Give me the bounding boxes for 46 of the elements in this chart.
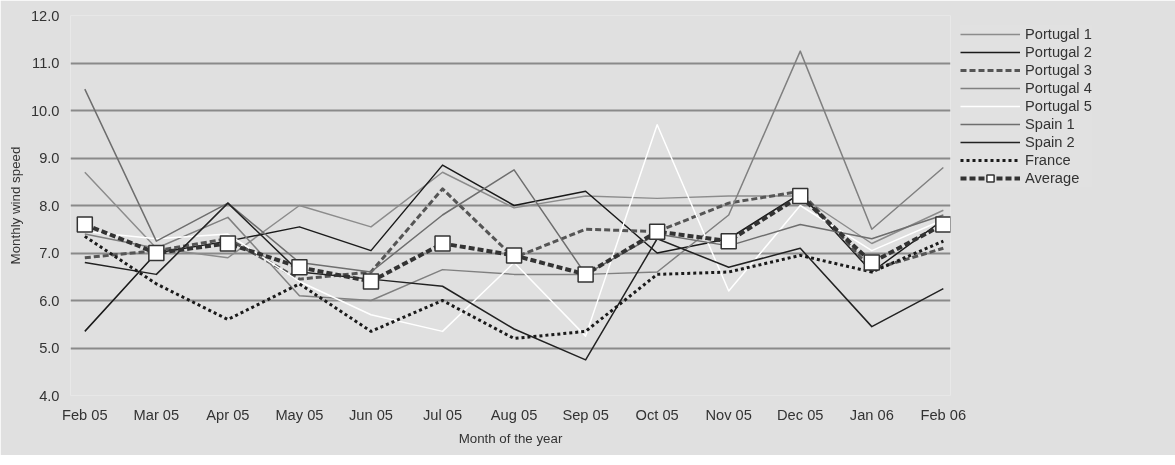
x-tick-label: Jul 05 bbox=[422, 406, 463, 423]
point bbox=[577, 266, 594, 283]
y-tick-label: 8.0 bbox=[39, 197, 60, 214]
y-tick-label: 11.0 bbox=[32, 55, 60, 71]
legend-label: Average bbox=[1025, 169, 1080, 187]
legend-label: France bbox=[1025, 151, 1071, 169]
y-tick-label: 12.0 bbox=[30, 7, 60, 24]
y-axis-title: Monthly wind speed bbox=[7, 146, 23, 265]
x-tick-label: Oct 05 bbox=[635, 406, 679, 423]
point bbox=[148, 244, 165, 262]
x-tick-label: Dec 05 bbox=[777, 406, 824, 423]
point bbox=[648, 223, 666, 240]
legend-label: Portugal 5 bbox=[1025, 97, 1092, 115]
y-tick-label: 4.0 bbox=[39, 387, 60, 404]
x-tick-label: Mar 05 bbox=[133, 406, 180, 423]
point bbox=[505, 247, 523, 264]
point bbox=[863, 254, 881, 271]
point bbox=[291, 259, 308, 276]
point bbox=[362, 273, 380, 290]
legend-label: Spain 1 bbox=[1025, 115, 1075, 133]
x-tick-label: Jan 06 bbox=[849, 406, 894, 423]
y-tick-label: 7.0 bbox=[39, 245, 60, 261]
x-tick-label: Nov 05 bbox=[705, 406, 752, 423]
point bbox=[219, 235, 237, 252]
y-tick-label: 6.0 bbox=[39, 292, 60, 309]
point bbox=[935, 216, 951, 233]
x-tick-label: Sep 05 bbox=[562, 406, 609, 423]
x-tick-label: Feb 05 bbox=[61, 406, 108, 423]
y-tick-label: 5.0 bbox=[39, 340, 60, 356]
point bbox=[720, 232, 737, 250]
x-axis-title: Month of the year bbox=[458, 430, 563, 446]
legend-label: Spain 2 bbox=[1025, 133, 1075, 151]
x-tick-label: Aug 05 bbox=[490, 406, 538, 423]
legend-label: Portugal 1 bbox=[1025, 25, 1092, 43]
x-tick-label: Apr 05 bbox=[206, 406, 250, 423]
point bbox=[792, 187, 809, 205]
legend-label: Portugal 4 bbox=[1025, 79, 1092, 97]
x-tick-label: Jun 05 bbox=[348, 406, 393, 423]
legend-label: Portugal 2 bbox=[1025, 43, 1092, 61]
point bbox=[434, 235, 451, 252]
x-tick-label: Feb 06 bbox=[920, 406, 967, 423]
point bbox=[76, 216, 94, 233]
x-tick-label: May 05 bbox=[275, 406, 324, 423]
y-tick-label: 9.0 bbox=[39, 150, 60, 166]
y-tick-label: 10.0 bbox=[30, 102, 60, 119]
legend-label: Portugal 3 bbox=[1025, 61, 1092, 79]
